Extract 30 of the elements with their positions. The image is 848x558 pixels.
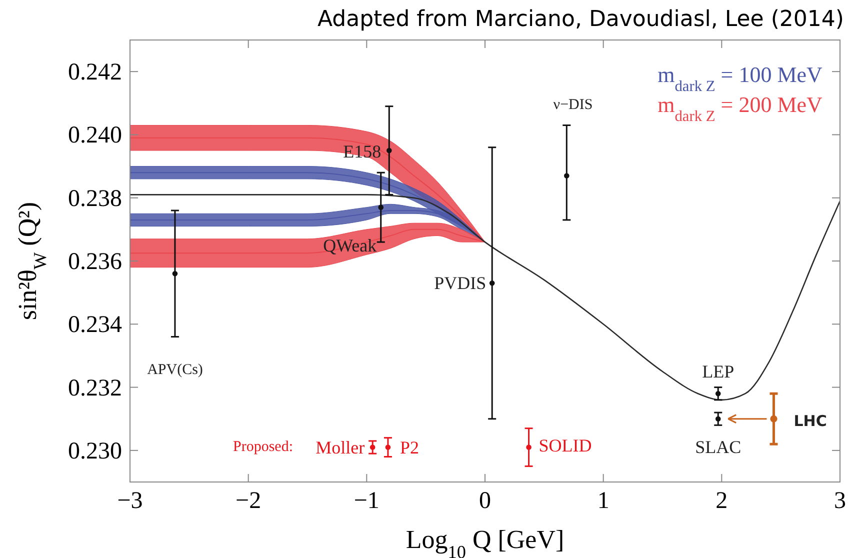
annotation: Proposed:: [233, 439, 293, 455]
text: m$_{dark Z}$ = 200 MeV: [658, 92, 823, 124]
x-tick-label: 2: [716, 488, 728, 514]
y-tick-label: 0.240: [68, 122, 122, 149]
annotation: P2: [400, 437, 419, 458]
annotation: ν−DIS: [553, 97, 593, 113]
annotation: APV(Cs): [147, 362, 203, 378]
annotation: QWeak: [323, 235, 377, 256]
annotation: E158: [343, 142, 382, 162]
y-tick-label: 0.230: [68, 438, 122, 464]
annotation: PVDIS: [434, 273, 486, 294]
annotation: SOLID: [538, 435, 592, 456]
annotation: LEP: [702, 362, 734, 382]
x-tick-label: −2: [236, 488, 262, 514]
y-tick-label: 0.238: [68, 186, 122, 212]
y-tick-label: 0.236: [68, 249, 122, 275]
y-tick-label: 0.232: [68, 375, 122, 402]
annotation: Moller: [316, 437, 365, 458]
chart-title: Adapted from Marciano, Davoudiasl, Lee (2014): [317, 7, 844, 32]
x-tick-label: 1: [597, 488, 610, 514]
y-tick-label: 0.234: [68, 312, 122, 338]
x-tick-label: 0: [479, 488, 491, 514]
x-tick-label: −1: [354, 488, 380, 514]
x-tick-label: −3: [117, 488, 143, 514]
annotation: SLAC: [695, 436, 742, 457]
annotation: LHC: [794, 412, 827, 430]
x-tick-label: 3: [834, 488, 846, 514]
y-tick-label: 0.242: [68, 60, 122, 86]
x-axis-title: Log$_{10}$ Q [GeV]: [406, 525, 564, 558]
text: m$_{dark Z}$ = 100 MeV: [658, 62, 823, 94]
